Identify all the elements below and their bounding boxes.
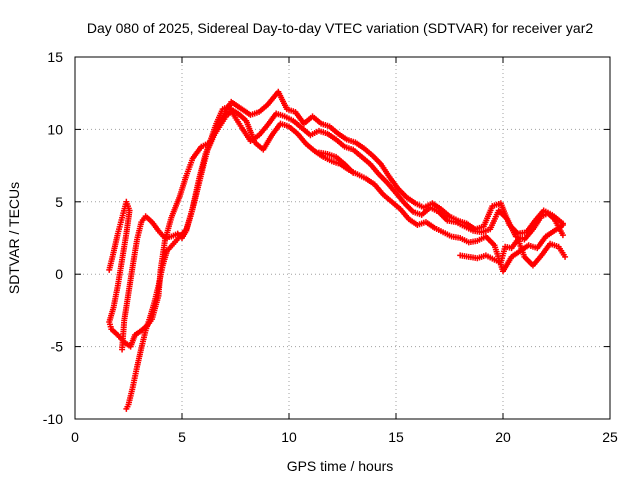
y-axis-label: SDTVAR / TECUs [6,182,22,294]
y-tick-label: -10 [43,411,63,427]
data-point [559,232,566,239]
x-tick-label: 5 [178,429,186,445]
y-tick-label: -5 [51,339,64,355]
plot-area [106,88,569,412]
data-point [559,220,566,227]
y-tick-label: 5 [55,194,63,210]
y-tick-label: 0 [55,266,63,282]
x-tick-label: 20 [495,429,511,445]
y-tick-label: 15 [47,49,63,65]
x-axis-label: GPS time / hours [287,458,394,474]
x-tick-label: 0 [71,429,79,445]
series-track-4 [457,236,569,269]
data-point [562,253,569,260]
data-point [350,169,357,176]
series-track-3 [119,88,566,353]
x-tick-label: 25 [602,429,618,445]
x-tick-label: 15 [388,429,404,445]
chart-title: Day 080 of 2025, Sidereal Day-to-day VTE… [87,20,593,36]
series-track-5 [315,149,357,176]
x-tick-label: 10 [281,429,297,445]
y-tick-label: 10 [47,121,63,137]
axis-ticks: 0 5 10 15 20 25 -10 -5 0 5 10 15 [43,49,618,445]
plot-frame [74,56,611,420]
